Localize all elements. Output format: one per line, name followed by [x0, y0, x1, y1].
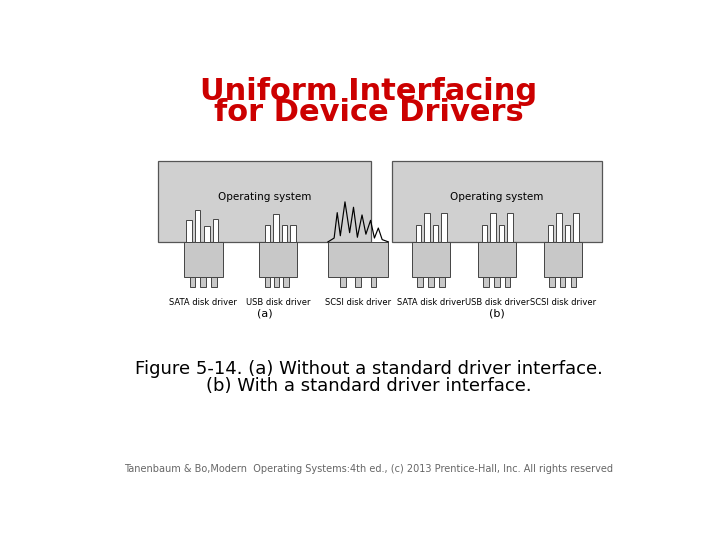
Bar	[499, 225, 504, 242]
Bar	[494, 276, 500, 287]
Bar	[418, 276, 423, 287]
Text: USB disk driver: USB disk driver	[246, 298, 310, 307]
Bar	[571, 276, 576, 287]
Bar	[424, 213, 430, 242]
Bar	[265, 276, 270, 287]
Bar	[341, 276, 346, 287]
Bar	[259, 242, 297, 276]
Bar	[560, 276, 565, 287]
Bar	[328, 242, 388, 276]
Text: Tanenbaum & Bo,Modern  Operating Systems:4th ed., (c) 2013 Prentice-Hall, Inc. A: Tanenbaum & Bo,Modern Operating Systems:…	[125, 464, 613, 474]
Bar	[441, 213, 447, 242]
Bar	[573, 213, 579, 242]
Bar	[282, 225, 287, 242]
Bar	[189, 276, 195, 287]
Bar	[211, 276, 217, 287]
Bar	[548, 225, 553, 242]
Bar	[392, 161, 601, 242]
Bar	[478, 242, 516, 276]
Text: Operating system: Operating system	[217, 192, 311, 202]
Bar	[544, 242, 582, 276]
Bar	[483, 276, 489, 287]
Bar	[184, 242, 222, 276]
Text: (a): (a)	[256, 308, 272, 318]
Bar	[482, 225, 487, 242]
Bar	[490, 213, 495, 242]
Bar	[433, 225, 438, 242]
Bar	[371, 276, 376, 287]
Bar	[195, 210, 200, 242]
Bar	[439, 276, 444, 287]
Bar	[416, 225, 421, 242]
Bar	[186, 220, 192, 242]
Bar	[356, 276, 361, 287]
Bar	[428, 276, 433, 287]
Bar	[274, 214, 279, 242]
Text: SATA disk driver: SATA disk driver	[169, 298, 237, 307]
Text: for Device Drivers: for Device Drivers	[214, 98, 524, 127]
Bar	[564, 225, 570, 242]
Bar	[508, 213, 513, 242]
Bar	[204, 226, 210, 242]
Bar	[549, 276, 554, 287]
Bar	[213, 219, 218, 242]
Text: Figure 5-14. (a) Without a standard driver interface.: Figure 5-14. (a) Without a standard driv…	[135, 360, 603, 378]
Bar	[290, 225, 296, 242]
Text: (b) With a standard driver interface.: (b) With a standard driver interface.	[206, 377, 532, 395]
Text: SATA disk driver: SATA disk driver	[397, 298, 465, 307]
Bar	[505, 276, 510, 287]
Bar	[284, 276, 289, 287]
Bar	[412, 242, 450, 276]
Text: SCSI disk driver: SCSI disk driver	[530, 298, 596, 307]
Bar	[556, 213, 562, 242]
Bar	[265, 225, 270, 242]
Text: Uniform Interfacing: Uniform Interfacing	[200, 77, 538, 106]
Bar	[158, 161, 371, 242]
Bar	[200, 276, 206, 287]
Text: (b): (b)	[489, 308, 505, 318]
Bar	[274, 276, 279, 287]
Text: SCSI disk driver: SCSI disk driver	[325, 298, 391, 307]
Text: USB disk driver: USB disk driver	[464, 298, 529, 307]
Text: Operating system: Operating system	[450, 192, 544, 202]
